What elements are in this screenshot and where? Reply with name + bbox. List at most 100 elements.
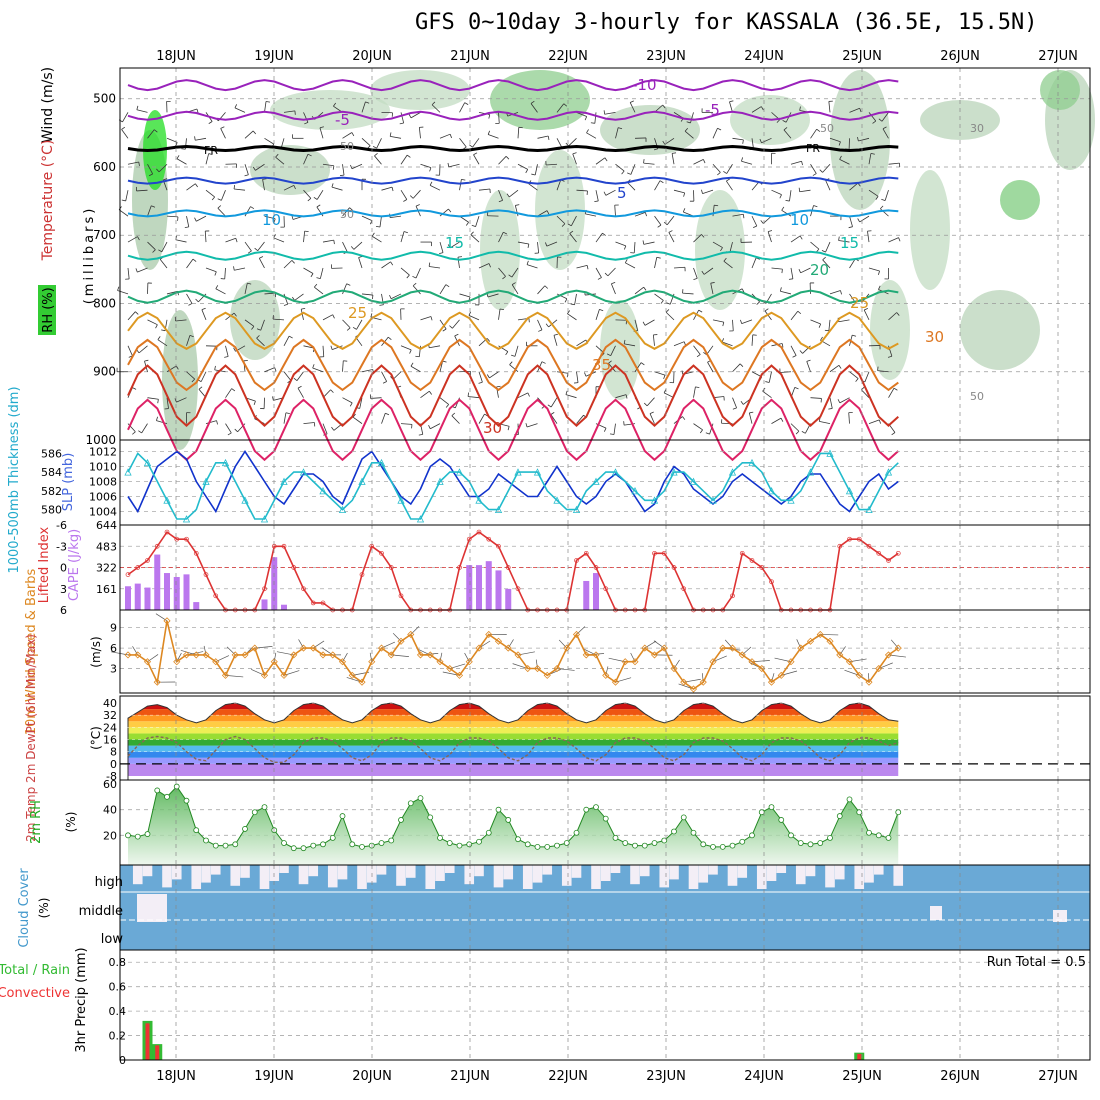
wind-barb-flag bbox=[525, 423, 528, 428]
wind-barb bbox=[576, 111, 587, 117]
rh-tick-label: 20 bbox=[103, 829, 117, 842]
wind10-point bbox=[865, 678, 873, 686]
rh-contour-label: 50 bbox=[970, 390, 984, 403]
wind-barb-flag bbox=[410, 362, 414, 367]
rh2m-point bbox=[320, 841, 326, 848]
wind-barb bbox=[322, 239, 334, 243]
rh2m-point bbox=[573, 829, 580, 836]
temp-band bbox=[128, 733, 899, 740]
cape-bar bbox=[154, 554, 161, 610]
thickness-line-point bbox=[143, 458, 152, 467]
wind-barb bbox=[258, 258, 265, 269]
cloud-gap-high bbox=[893, 865, 904, 886]
wind-barb-flag bbox=[599, 309, 604, 312]
wind-barb-flag bbox=[623, 339, 626, 344]
date-label-top: 22JUN bbox=[548, 49, 588, 64]
wind-barb bbox=[610, 345, 616, 356]
wind-barb bbox=[732, 397, 737, 409]
wind-barb-flag bbox=[682, 416, 686, 420]
wind-barb-flag bbox=[606, 353, 611, 357]
rh2m-point bbox=[836, 813, 843, 819]
slp-tick-label: 1012 bbox=[89, 446, 117, 459]
wind-barb bbox=[595, 157, 606, 165]
wind-barb-flag bbox=[365, 101, 370, 104]
temp-band bbox=[128, 745, 899, 752]
temp2m-label: 2m Temp 2m DewPt (6hr Min/Max) bbox=[24, 634, 38, 842]
wind-barb bbox=[452, 319, 460, 329]
wind-barb bbox=[376, 138, 382, 149]
temp2m-line bbox=[127, 702, 899, 780]
lifted-index-point bbox=[135, 565, 141, 570]
date-label-top: 24JUN bbox=[744, 49, 784, 64]
wind-barb-flag bbox=[216, 420, 218, 425]
wind-barb-flag bbox=[852, 334, 857, 337]
wind-barb bbox=[682, 292, 694, 295]
cloud-gap-high bbox=[132, 865, 143, 885]
lifted-index-point bbox=[749, 558, 755, 563]
wind-barb bbox=[257, 241, 265, 251]
wind10-barb bbox=[673, 659, 680, 669]
wind10-barb bbox=[535, 659, 538, 669]
rh2m-point bbox=[173, 783, 180, 790]
wind-barb-flag bbox=[389, 132, 392, 137]
wind10-point bbox=[231, 651, 239, 659]
wind10-label: 10m Wind Speed & Barbs bbox=[24, 569, 39, 736]
wind-barb bbox=[498, 190, 503, 201]
wind-barb-flag bbox=[881, 198, 886, 202]
wind-barb bbox=[225, 312, 235, 321]
wind10-point bbox=[699, 678, 707, 686]
wind-barb-flag bbox=[448, 208, 452, 213]
wind-barb-flag bbox=[201, 307, 206, 311]
cape-label: CAPE (J/kg) bbox=[67, 529, 82, 601]
wind-barb-flag bbox=[760, 220, 764, 224]
wind-barb bbox=[297, 387, 304, 398]
wind-barb bbox=[283, 110, 295, 113]
dewpoint-line bbox=[127, 735, 899, 763]
wind-barb-flag bbox=[813, 205, 818, 208]
wind-barb-flag bbox=[567, 223, 572, 227]
wind-barb-flag bbox=[181, 148, 186, 150]
wind-barb-flag bbox=[798, 269, 801, 273]
wind-barb bbox=[296, 371, 304, 381]
run-total: Run Total = 0.5 bbox=[987, 955, 1086, 970]
wind10-point bbox=[299, 644, 308, 652]
thickness-line-point bbox=[806, 468, 815, 476]
wind-barb bbox=[356, 319, 363, 330]
wind-barb-flag bbox=[349, 402, 353, 407]
thickness-line-point bbox=[767, 486, 776, 495]
wind-barb-flag bbox=[880, 205, 884, 210]
wind-barb-flag bbox=[717, 127, 722, 131]
wind-barb-flag bbox=[233, 266, 235, 271]
wind-barb-flag bbox=[144, 359, 149, 362]
wind-barb bbox=[498, 345, 509, 352]
wind-barb-flag bbox=[403, 199, 408, 202]
wind10-point bbox=[680, 678, 688, 686]
wind-barb bbox=[147, 129, 155, 139]
wind-barb-flag bbox=[603, 427, 607, 432]
wind-barb bbox=[303, 422, 315, 425]
wind10-point bbox=[543, 671, 551, 679]
wind-barb bbox=[415, 267, 421, 279]
wind-barb-flag bbox=[291, 215, 294, 220]
wind10-point bbox=[387, 651, 395, 659]
wind10-barb bbox=[342, 652, 348, 662]
wind-barb-flag bbox=[292, 296, 295, 301]
wind-barb bbox=[556, 179, 562, 191]
rh2m-point bbox=[700, 841, 707, 848]
wind-barb-flag bbox=[496, 385, 501, 388]
wind-barb bbox=[634, 362, 642, 372]
wind-barb bbox=[771, 267, 783, 270]
thickness-line-point bbox=[163, 496, 171, 504]
wind-barb-flag bbox=[192, 258, 197, 262]
rh2m-point bbox=[476, 838, 482, 845]
wind-barb bbox=[550, 414, 558, 424]
thickness-line-point bbox=[533, 468, 542, 476]
wind-barb-flag bbox=[668, 230, 673, 233]
wind-barb bbox=[790, 423, 800, 432]
rh2m-point bbox=[612, 835, 619, 841]
wind-barb bbox=[400, 345, 412, 351]
wind10-point bbox=[485, 630, 493, 639]
wind-barb bbox=[176, 397, 187, 403]
wind-barb bbox=[118, 209, 129, 217]
wind-barb bbox=[314, 286, 324, 295]
